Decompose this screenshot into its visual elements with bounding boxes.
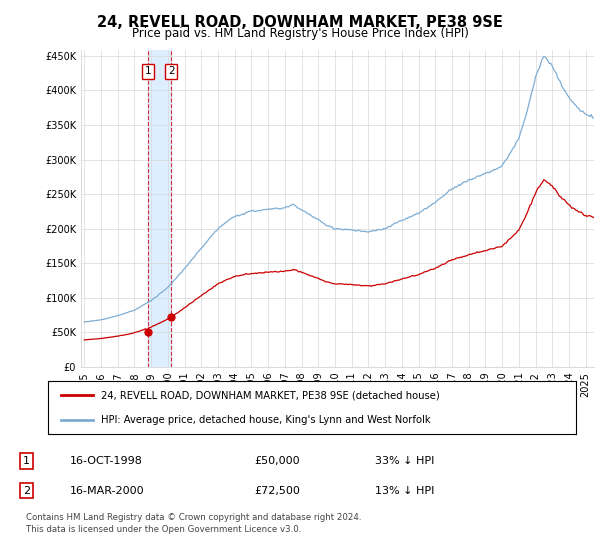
- Text: 33% ↓ HPI: 33% ↓ HPI: [375, 456, 434, 466]
- Text: £50,000: £50,000: [254, 456, 299, 466]
- Text: Contains HM Land Registry data © Crown copyright and database right 2024.
This d: Contains HM Land Registry data © Crown c…: [26, 514, 362, 534]
- Text: 24, REVELL ROAD, DOWNHAM MARKET, PE38 9SE (detached house): 24, REVELL ROAD, DOWNHAM MARKET, PE38 9S…: [101, 390, 440, 400]
- Text: £72,500: £72,500: [254, 486, 300, 496]
- Text: 24, REVELL ROAD, DOWNHAM MARKET, PE38 9SE: 24, REVELL ROAD, DOWNHAM MARKET, PE38 9S…: [97, 15, 503, 30]
- Text: 13% ↓ HPI: 13% ↓ HPI: [375, 486, 434, 496]
- Text: HPI: Average price, detached house, King's Lynn and West Norfolk: HPI: Average price, detached house, King…: [101, 414, 430, 424]
- Text: 16-MAR-2000: 16-MAR-2000: [70, 486, 144, 496]
- Bar: [148, 50, 172, 367]
- Text: 1: 1: [23, 456, 30, 466]
- Text: 2: 2: [23, 486, 30, 496]
- Text: 2: 2: [168, 67, 175, 77]
- Text: 16-OCT-1998: 16-OCT-1998: [70, 456, 142, 466]
- Text: 1: 1: [145, 67, 151, 77]
- Text: Price paid vs. HM Land Registry's House Price Index (HPI): Price paid vs. HM Land Registry's House …: [131, 27, 469, 40]
